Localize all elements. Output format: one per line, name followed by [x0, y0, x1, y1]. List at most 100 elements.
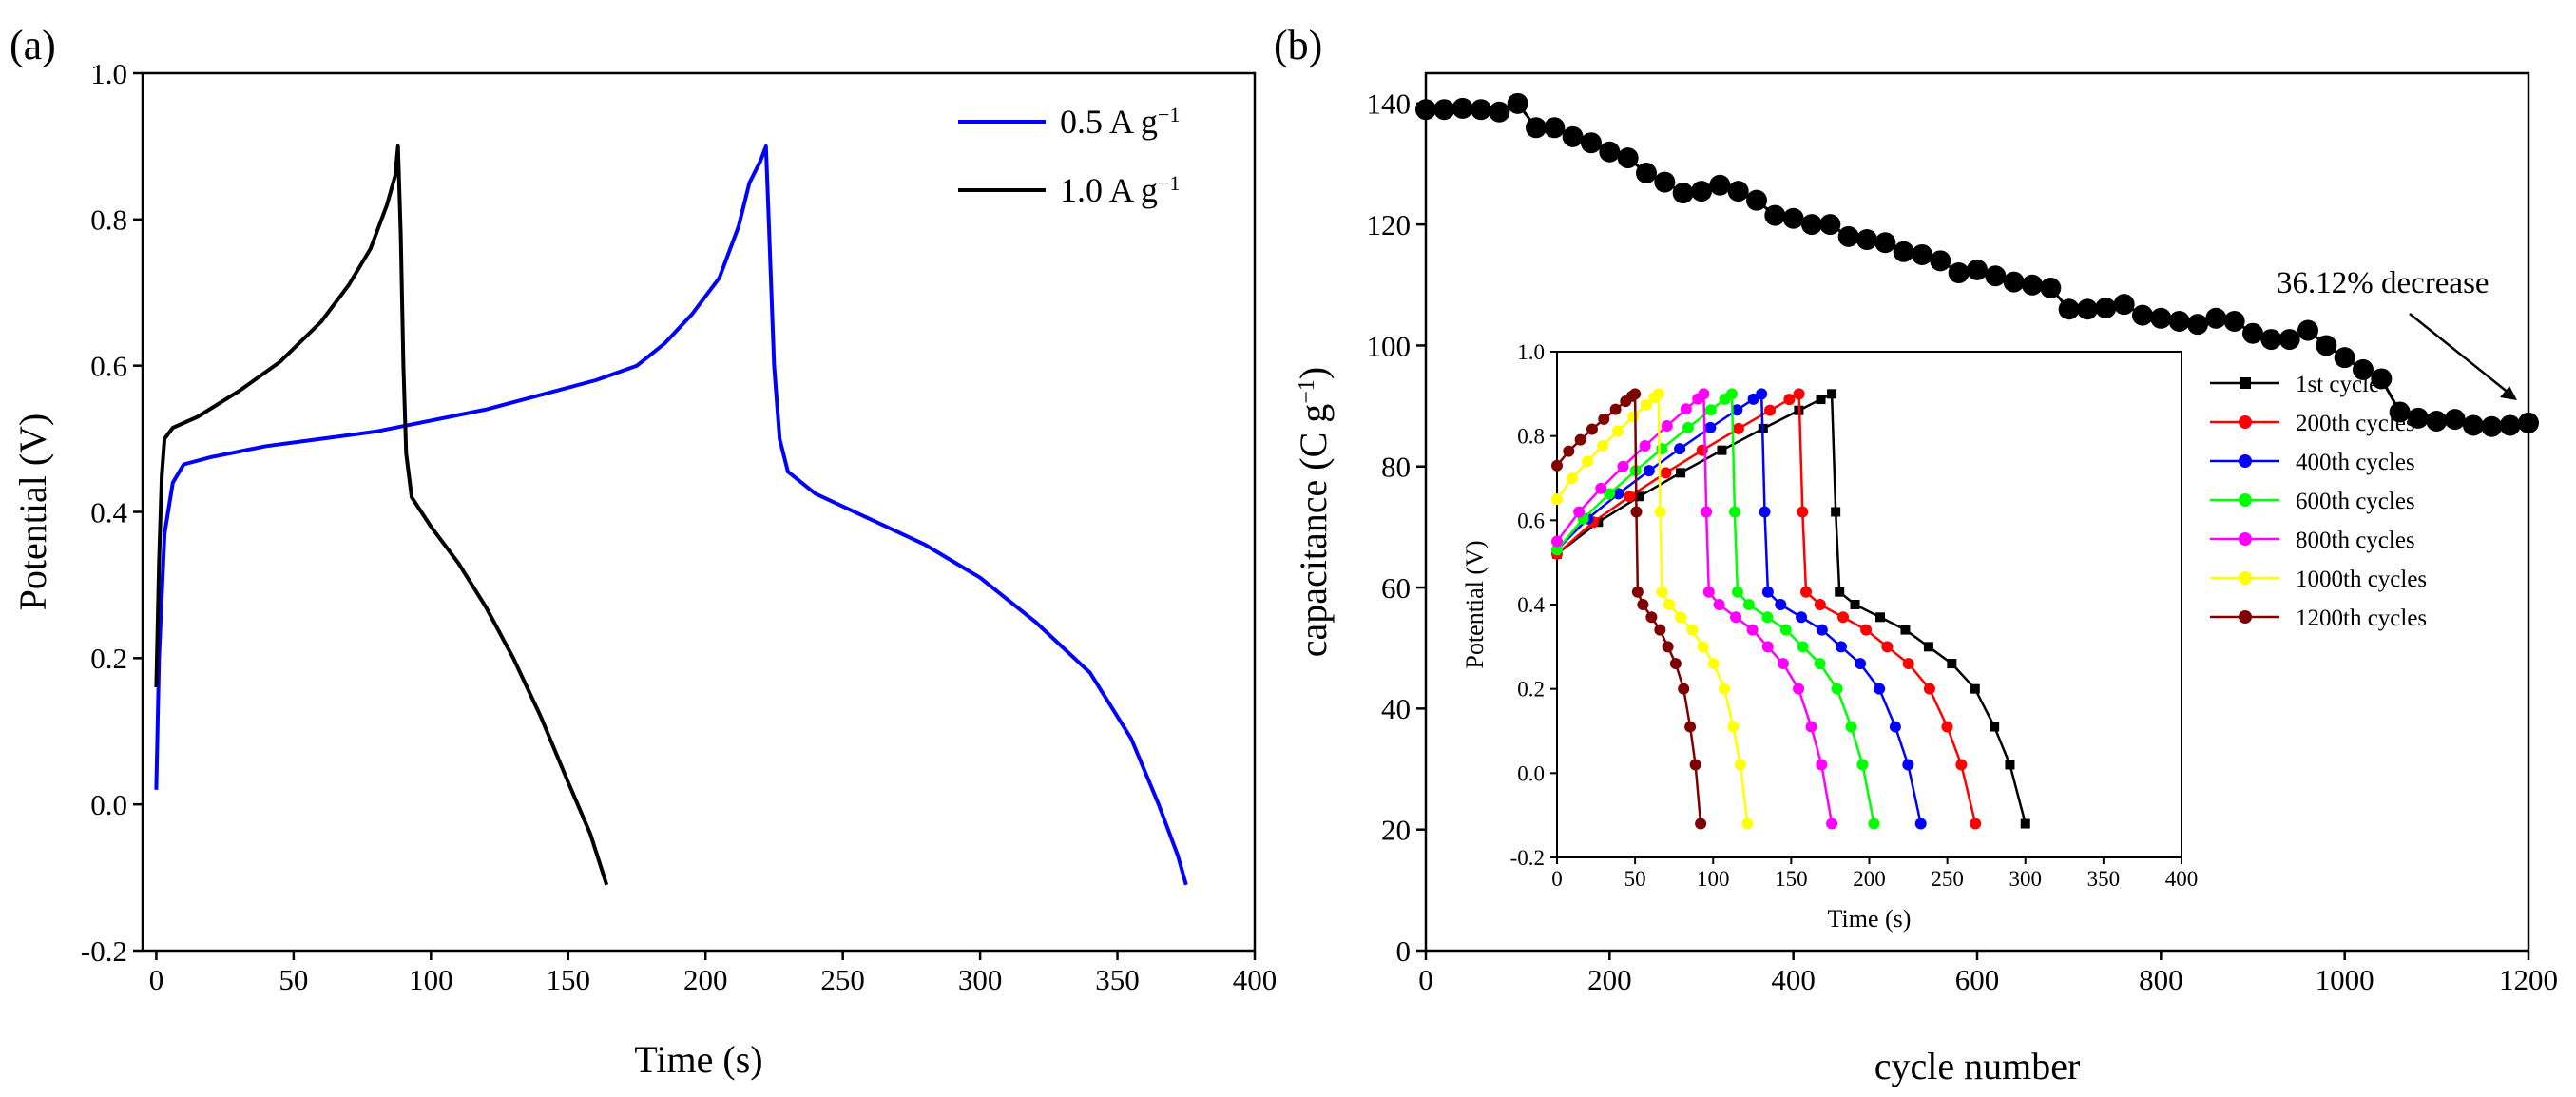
inset-point: [1674, 443, 1686, 455]
inset-point: [1835, 641, 1847, 653]
inset-point: [1645, 611, 1658, 624]
data-point: [2150, 307, 2172, 329]
x-tick-label: 400: [1233, 963, 1278, 996]
data-point: [2481, 415, 2503, 437]
inset-point: [1856, 759, 1869, 771]
x-axis-label: Time (s): [1828, 905, 1912, 933]
inset-point: [1732, 422, 1744, 434]
inset-point: [1728, 506, 1740, 518]
inset-point: [1725, 388, 1738, 400]
inset-point: [2020, 818, 2030, 829]
inset-point: [1731, 404, 1743, 416]
inset-point: [1654, 624, 1666, 636]
inset-point: [1734, 759, 1746, 771]
inset-point: [1970, 683, 1980, 694]
inset-point: [1707, 658, 1720, 670]
inset-point: [1713, 599, 1725, 610]
panel-b-label: (b): [1274, 22, 1322, 68]
data-point: [2168, 310, 2190, 332]
data-point: [2187, 314, 2208, 336]
inset-point: [1990, 722, 2000, 732]
inset-point: [1777, 658, 1789, 670]
y-tick-label: 140: [1367, 87, 1412, 121]
inset-point: [1889, 721, 1901, 733]
data-point: [1985, 265, 2007, 287]
x-tick-label: 50: [1624, 867, 1646, 891]
data-point: [1819, 214, 1841, 236]
inset-point: [1831, 507, 1841, 517]
inset-point: [1675, 611, 1687, 624]
data-point: [2058, 298, 2080, 320]
inset-point: [1779, 624, 1792, 636]
inset-point: [1639, 439, 1651, 452]
x-tick-label: 1000: [2316, 963, 2374, 996]
data-point: [1856, 229, 1877, 251]
inset-point: [1574, 433, 1586, 446]
annotation-arrow: [2409, 313, 2517, 400]
inset-point: [1704, 421, 1717, 433]
data-point: [1471, 99, 1491, 121]
y-tick-label: 0.4: [1517, 593, 1545, 617]
inset-legend-label: 400th cycles: [2296, 450, 2415, 475]
y-tick-label: 0.2: [1517, 678, 1545, 702]
series-line: [154, 144, 609, 886]
data-point: [1782, 207, 1804, 229]
data-point: [1874, 232, 1896, 254]
decrease-annotation: 36.12% decrease: [2277, 266, 2489, 300]
inset-point: [1730, 611, 1742, 624]
data-point: [1691, 181, 1712, 202]
inset-point: [1796, 611, 1808, 624]
data-point: [1672, 183, 1694, 204]
inset-point: [1816, 759, 1828, 771]
inset-point: [1629, 388, 1642, 400]
data-point: [1415, 99, 1436, 121]
inset-point: [1835, 587, 1845, 597]
x-tick-label: 150: [547, 963, 591, 996]
inset-point: [1701, 506, 1713, 518]
inset-legend-marker: [2239, 454, 2252, 468]
data-point: [2022, 274, 2043, 296]
inset-point: [1676, 468, 1686, 478]
data-point: [1727, 181, 1749, 202]
y-tick-label: 1.0: [90, 57, 127, 90]
inset-point: [1563, 445, 1575, 457]
inset-point: [1797, 641, 1809, 653]
data-point: [1489, 101, 1510, 123]
inset-point: [1702, 586, 1715, 598]
panel-a: 0 50 100 150 200 250 300 350 400 -0.2 0.0 0.2 0.4 0.6…: [11, 57, 1277, 1081]
inset-point: [1836, 611, 1849, 624]
x-tick-label: 50: [279, 963, 308, 996]
data-point: [1948, 262, 1970, 284]
data-point: [2095, 297, 2117, 318]
data-point: [2444, 409, 2466, 431]
inset-point: [1624, 491, 1636, 503]
inset-point: [1941, 721, 1953, 733]
inset-point: [1719, 683, 1731, 695]
data-point: [2113, 294, 2135, 316]
y-axis-label: Potential (V): [1461, 540, 1489, 668]
y-tick-label: 20: [1381, 814, 1411, 847]
inset-point: [1947, 659, 1957, 669]
inset-point: [1689, 759, 1701, 771]
inset-point: [1704, 404, 1717, 416]
inset-point: [1914, 818, 1927, 830]
inset-legend-marker: [2239, 493, 2252, 507]
data-point: [1912, 243, 1932, 265]
x-tick-label: 200: [1587, 963, 1632, 996]
inset-point: [1698, 388, 1710, 400]
legend-label: 0.5 A g−1: [1060, 103, 1180, 142]
data-point: [1746, 189, 1767, 211]
x-tick-label: 600: [1955, 963, 2000, 996]
inset-point: [1573, 506, 1586, 518]
inset-point: [1551, 493, 1563, 506]
inset-point: [1678, 683, 1690, 695]
inset-point: [1717, 445, 1727, 455]
inset-point: [1598, 413, 1610, 425]
y-tick-label: 0.2: [90, 642, 127, 675]
inset-point: [1860, 624, 1873, 636]
y-tick-label: 40: [1381, 692, 1411, 725]
data-point: [1930, 250, 1951, 272]
data-point: [2316, 335, 2337, 356]
inset-point: [1902, 658, 1914, 670]
inset-point: [1845, 721, 1857, 733]
